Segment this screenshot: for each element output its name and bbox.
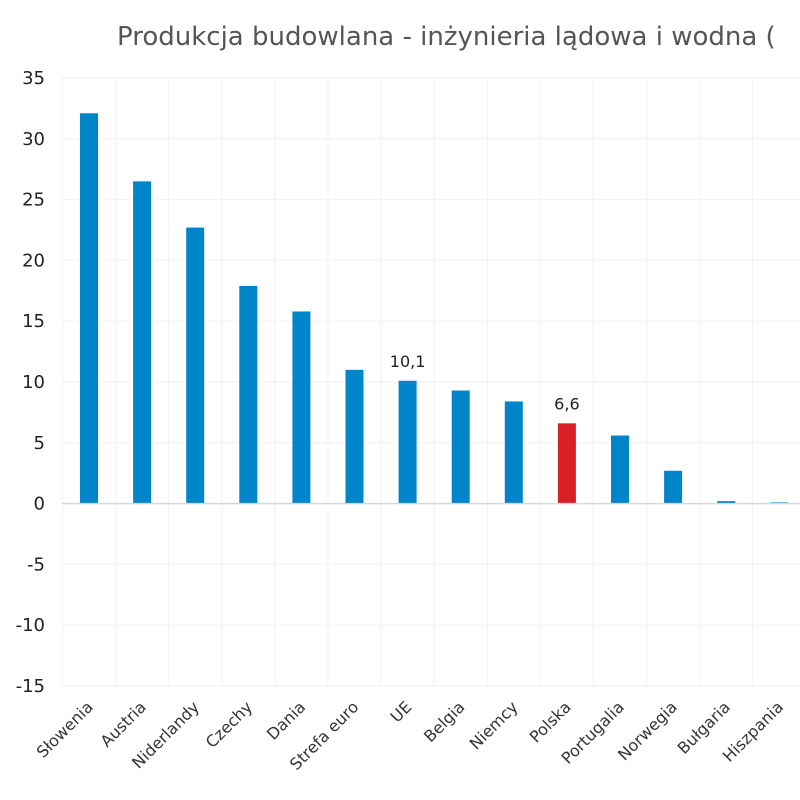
x-tick-label: Słowenia xyxy=(33,697,97,761)
bar-strefa-euro xyxy=(345,369,364,504)
chart-title: Produkcja budowlana - inżynieria lądowa … xyxy=(117,22,776,52)
y-axis-ticks: 35 30 25 20 15 10 5 0 -5 -10 -15 xyxy=(16,68,45,697)
bar-belgia xyxy=(451,390,470,504)
bar-niemcy xyxy=(504,401,523,504)
bar-ue xyxy=(398,380,417,504)
y-tick-label: 30 xyxy=(22,129,45,150)
x-tick-label: Niemcy xyxy=(466,697,522,753)
bar-słowenia xyxy=(80,113,98,504)
bar-austria xyxy=(133,181,152,504)
bar-portugalia xyxy=(611,435,629,504)
x-tick-label: Austria xyxy=(97,697,150,750)
bars xyxy=(80,113,789,504)
y-tick-label: 35 xyxy=(22,68,45,89)
data-labels: 10,1 6,6 xyxy=(390,352,580,414)
grid-layer xyxy=(61,77,800,687)
y-tick-label: 25 xyxy=(22,190,45,211)
bar-polska xyxy=(557,423,576,504)
data-label: 10,1 xyxy=(390,352,426,371)
bar-dania xyxy=(292,311,311,504)
x-tick-label: Dania xyxy=(263,697,309,743)
x-tick-label: UE xyxy=(387,697,416,726)
y-tick-label: -5 xyxy=(27,554,45,575)
y-tick-label: 20 xyxy=(22,250,45,271)
x-tick-label: Belgia xyxy=(420,697,469,746)
y-tick-label: 15 xyxy=(22,311,45,332)
x-tick-label: Polska xyxy=(526,697,575,746)
y-tick-label: 5 xyxy=(34,433,45,454)
data-label: 6,6 xyxy=(554,394,579,413)
y-tick-label: 10 xyxy=(22,372,45,393)
y-tick-label: 0 xyxy=(34,494,45,515)
bar-bułgaria xyxy=(717,501,736,504)
x-tick-label: Czechy xyxy=(202,697,256,751)
bar-czechy xyxy=(239,285,258,504)
bar-norwegia xyxy=(664,470,683,504)
y-tick-label: -15 xyxy=(16,676,45,697)
bar-niderlandy xyxy=(186,227,205,504)
y-tick-label: -10 xyxy=(16,615,45,636)
